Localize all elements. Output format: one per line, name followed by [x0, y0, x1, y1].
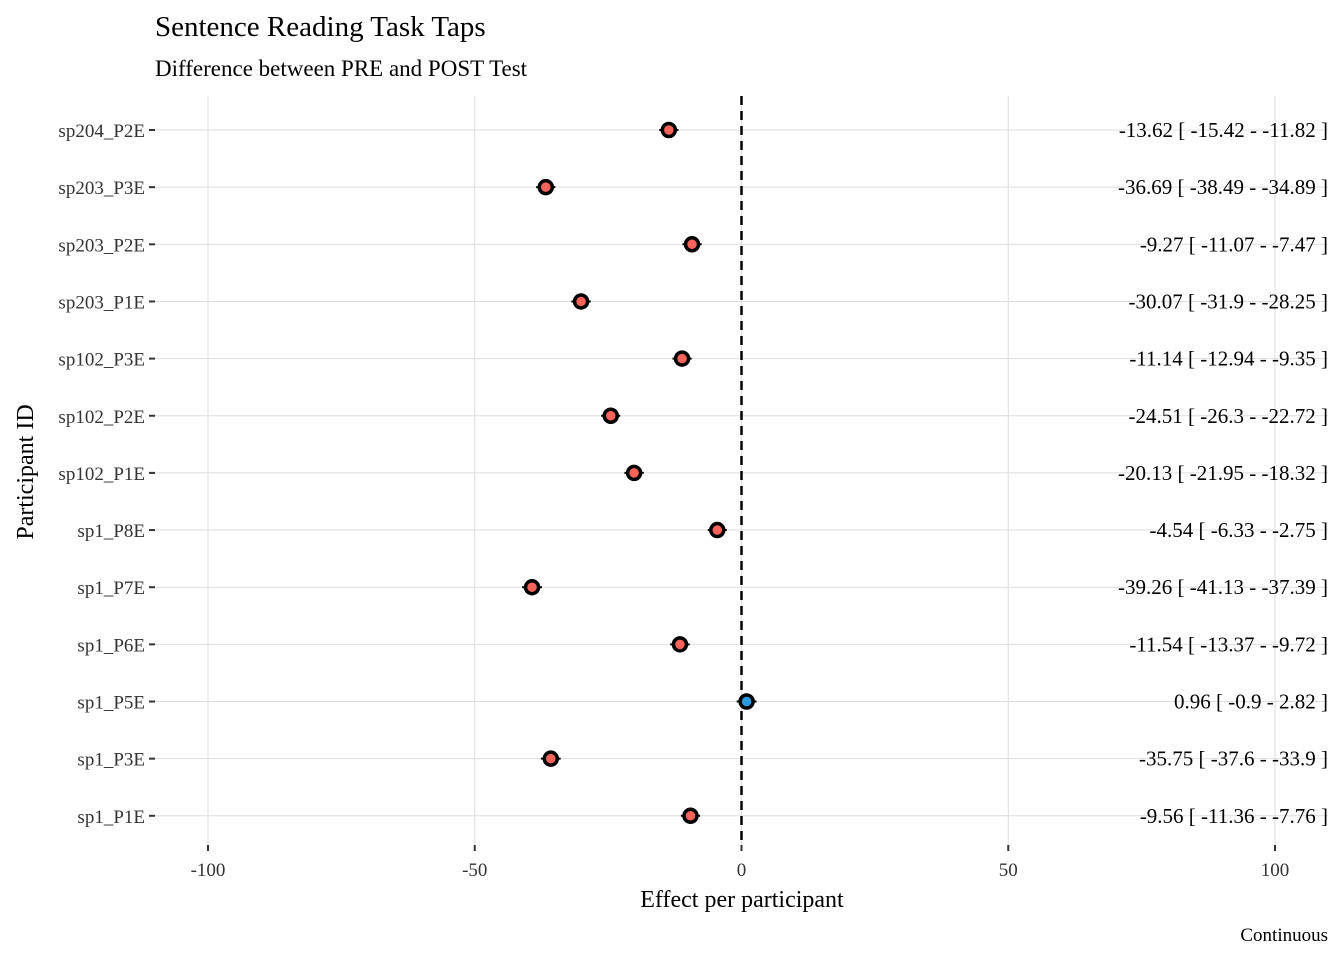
ci-label: -20.13 [ -21.95 - -18.32 ] — [1118, 461, 1328, 485]
y-tick-label: sp203_P1E — [58, 292, 145, 313]
point-estimate — [625, 464, 643, 482]
y-tick-label: sp102_P3E — [58, 350, 145, 371]
ci-label: -4.54 [ -6.33 - -2.75 ] — [1150, 518, 1328, 542]
x-tick-label: -50 — [462, 860, 487, 881]
x-tick-label: 100 — [1261, 860, 1290, 881]
point-estimate — [572, 293, 590, 310]
y-tick-label: sp1_P6E — [77, 635, 145, 656]
x-axis: -100 -50 0 50 100 — [191, 845, 1290, 881]
x-tick-label: 50 — [999, 860, 1018, 881]
point-estimate — [709, 521, 726, 539]
ci-labels: -13.62 [ -15.42 - -11.82 ] -36.69 [ -38.4… — [1118, 118, 1328, 828]
y-tick-label: sp1_P1E — [77, 807, 145, 828]
chart-title: Sentence Reading Task Taps — [155, 11, 486, 43]
x-axis-title: Effect per participant — [640, 887, 844, 913]
data-points — [522, 121, 757, 825]
ci-label: -36.69 [ -38.49 - -34.89 ] — [1118, 175, 1328, 199]
x-tick-label: -100 — [191, 860, 226, 881]
point-estimate — [683, 236, 701, 253]
ci-label: -39.26 [ -41.13 - -37.39 ] — [1118, 575, 1328, 599]
y-tick-label: sp204_P2E — [58, 121, 145, 142]
point-estimate — [542, 750, 560, 767]
ci-label: -24.51 [ -26.3 - -22.72 ] — [1129, 404, 1328, 428]
y-tick-label: sp102_P2E — [58, 407, 145, 428]
point-estimate — [660, 121, 678, 139]
y-tick-label: sp203_P3E — [58, 178, 145, 199]
y-tick-label: sp1_P5E — [77, 693, 145, 714]
ci-label: -11.14 [ -12.94 - -9.35 ] — [1129, 347, 1328, 371]
ci-label: -30.07 [ -31.9 - -28.25 ] — [1129, 289, 1328, 313]
y-tick-label: sp203_P2E — [58, 235, 145, 256]
point-estimate — [673, 350, 691, 367]
point-estimate — [671, 636, 689, 653]
ci-label: -9.56 [ -11.36 - -7.76 ] — [1140, 804, 1328, 828]
point-estimate — [602, 407, 619, 424]
chart-subtitle: Difference between PRE and POST Test — [155, 56, 528, 81]
y-tick-label: sp102_P1E — [58, 464, 145, 485]
point-estimate — [738, 693, 755, 710]
ci-label: 0.96 [ -0.9 - 2.82 ] — [1174, 690, 1328, 714]
chart-caption: Continuous — [1240, 925, 1328, 946]
y-tick-label: sp1_P7E — [77, 578, 145, 599]
y-tick-label: sp1_P8E — [77, 521, 145, 542]
y-axis-title: Participant ID — [13, 404, 39, 539]
ci-label: -11.54 [ -13.37 - -9.72 ] — [1129, 632, 1328, 656]
point-estimate — [682, 807, 699, 825]
ci-label: -35.75 [ -37.6 - -33.9 ] — [1139, 747, 1328, 771]
y-tick-label: sp1_P3E — [77, 750, 145, 771]
x-tick-label: 0 — [737, 860, 747, 881]
point-estimate — [537, 178, 555, 196]
point-estimate — [523, 578, 541, 596]
ci-label: -9.27 [ -11.07 - -7.47 ] — [1140, 232, 1328, 256]
y-axis: sp204_P2E sp203_P3E sp203_P2E sp203_P1E sp10… — [58, 121, 155, 828]
ci-label: -13.62 [ -15.42 - -11.82 ] — [1119, 118, 1328, 142]
